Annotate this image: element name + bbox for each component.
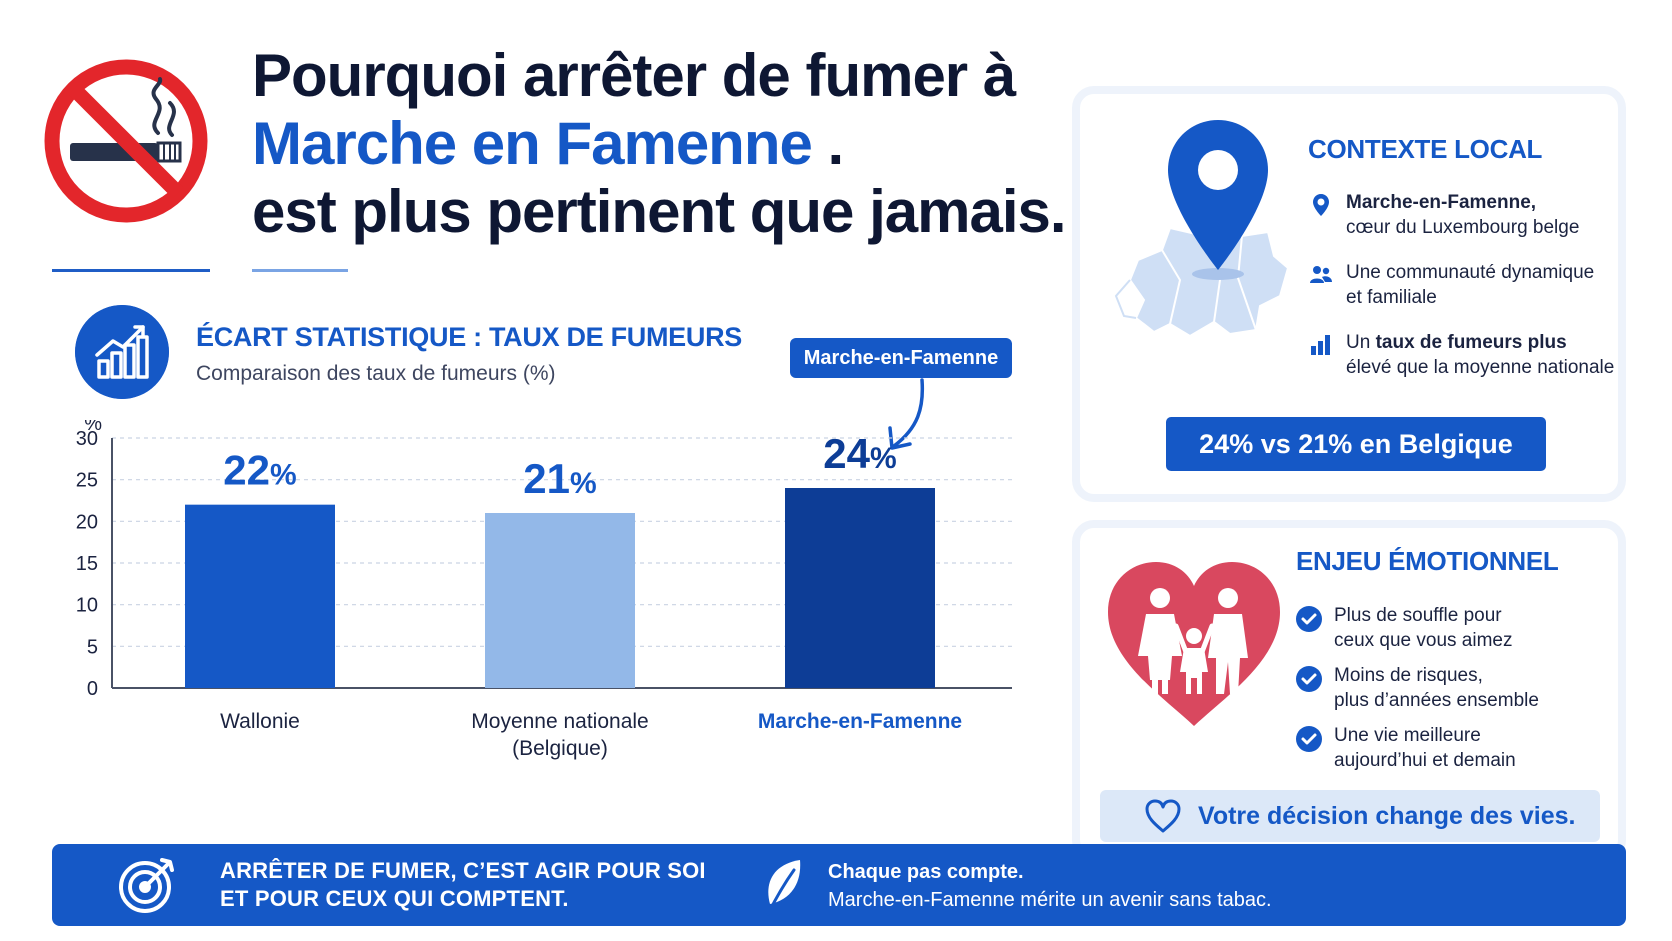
- y-tick-label: 15: [76, 553, 98, 575]
- benefit-item-risques-line2: plus d’années ensemble: [1334, 690, 1539, 711]
- title-underline-accent: [252, 269, 348, 272]
- context-item-rate-pre: Un: [1346, 332, 1376, 353]
- y-tick-label: 20: [76, 511, 98, 533]
- footer-slogan-line2: ET POUR CEUX QUI COMPTENT.: [220, 886, 569, 911]
- bar: [485, 513, 635, 688]
- context-item-location-bold: Marche-en-Famenne,: [1346, 192, 1537, 213]
- benefit-item-vie: Une vie meilleure aujourd’hui et demain: [1334, 723, 1516, 773]
- title-line-2: Marche en Famenne .: [252, 110, 1072, 178]
- footer-message-line2: Marche-en-Famenne mérite un avenir sans …: [828, 889, 1272, 911]
- footer-message-line1: Chaque pas compte.: [828, 861, 1024, 883]
- context-item-community-line2: et familiale: [1346, 287, 1437, 308]
- bar-value-label: 22%: [223, 447, 296, 494]
- benefit-item-vie-line2: aujourd’hui et demain: [1334, 750, 1516, 771]
- map-pin-icon: [1114, 120, 1290, 338]
- footer-slogan-line1: ARRÊTER DE FUMER, C’EST AGIR POUR SOI: [220, 858, 706, 883]
- decision-text: Votre décision change des vies.: [1198, 802, 1576, 830]
- bar-value-label: 24%: [823, 430, 896, 477]
- bar: [785, 488, 935, 688]
- x-category-label: Moyenne nationale (Belgique): [471, 710, 648, 760]
- context-item-rate: Un taux de fumeurs plus élevé que la moy…: [1346, 330, 1614, 380]
- bar-value-label: 21%: [523, 455, 596, 502]
- y-axis-unit-label: %: [84, 420, 102, 435]
- context-item-location: Marche-en-Famenne, cœur du Luxembourg be…: [1346, 190, 1579, 240]
- enjeu-heading: ENJEU ÉMOTIONNEL: [1296, 546, 1559, 576]
- highlight-callout: Marche-en-Famenne: [790, 338, 1012, 378]
- title-place: Marche en Famenne: [252, 110, 813, 177]
- footer-banner: ARRÊTER DE FUMER, C’EST AGIR POUR SOI ET…: [52, 844, 1626, 926]
- y-tick-label: 30: [76, 428, 98, 450]
- title-line-1: Pourquoi arrêter de fumer à: [252, 42, 1016, 109]
- benefit-item-souffle-line1: Plus de souffle pour: [1334, 605, 1502, 626]
- chart-title: ÉCART STATISTIQUE : TAUX DE FUMEURS: [196, 322, 742, 352]
- context-item-location-line2: cœur du Luxembourg belge: [1346, 217, 1580, 238]
- decision-banner: Votre décision change des vies.: [1100, 790, 1600, 842]
- x-category-label: Wallonie: [220, 710, 300, 733]
- callout-arrow-icon: [888, 378, 925, 450]
- growth-chart-icon: [75, 305, 169, 399]
- check-icon: [1296, 666, 1322, 692]
- benefit-item-risques: Moins de risques, plus d’années ensemble: [1334, 663, 1539, 713]
- y-tick-label: 5: [87, 636, 98, 658]
- context-item-community-line1: Une communauté dynamique: [1346, 262, 1595, 283]
- no-smoking-icon: [44, 59, 208, 223]
- family-heart-icon: [1108, 562, 1280, 726]
- benefit-item-souffle-line2: ceux que vous aimez: [1334, 630, 1513, 651]
- x-category-label: Marche-en-Famenne: [758, 710, 962, 733]
- bar: [185, 504, 335, 688]
- footer-message: Chaque pas compte. Marche-en-Famenne mér…: [828, 858, 1272, 914]
- footer-slogan: ARRÊTER DE FUMER, C’EST AGIR POUR SOI ET…: [220, 857, 706, 913]
- heart-outline-icon: [1145, 799, 1181, 833]
- location-pin-icon: [1313, 194, 1329, 216]
- page-title: Pourquoi arrêter de fumer à Marche en Fa…: [252, 42, 1072, 246]
- title-line-3: est plus pertinent que jamais.: [252, 178, 1067, 245]
- target-icon: [119, 858, 174, 913]
- check-icon: [1296, 606, 1322, 632]
- title-underline: [52, 269, 210, 272]
- people-icon: [1310, 266, 1332, 283]
- y-tick-label: 10: [76, 595, 98, 617]
- card-enjeu-emotionnel: ENJEU ÉMOTIONNEL Plus de souffle pour ce…: [1072, 520, 1626, 862]
- check-icon: [1296, 726, 1322, 752]
- benefit-item-souffle: Plus de souffle pour ceux que vous aimez: [1334, 603, 1513, 653]
- title-suffix: .: [811, 110, 845, 177]
- bar-chart-icon: [1311, 335, 1330, 355]
- y-tick-label: 0: [87, 678, 98, 700]
- leaf-icon: [766, 860, 801, 916]
- benefit-item-vie-line1: Une vie meilleure: [1334, 725, 1481, 746]
- context-item-rate-line2: élevé que la moyenne nationale: [1346, 357, 1615, 378]
- context-item-community: Une communauté dynamique et familiale: [1346, 260, 1594, 310]
- bar-chart: % 0 5 10 15 20 25 30 22% Wallonie 21% Moyenne natio…: [76, 420, 1012, 760]
- contexte-local-heading: CONTEXTE LOCAL: [1308, 134, 1543, 164]
- context-item-rate-bold: taux de fumeurs plus: [1375, 332, 1567, 353]
- comparison-badge: 24% vs 21% en Belgique: [1166, 417, 1546, 471]
- benefit-item-risques-line1: Moins de risques,: [1334, 665, 1483, 686]
- chart-subtitle: Comparaison des taux de fumeurs (%): [196, 362, 556, 385]
- y-tick-label: 25: [76, 470, 98, 492]
- card-contexte-local: CONTEXTE LOCAL Marche-en-Famenne, cœur d…: [1072, 86, 1626, 502]
